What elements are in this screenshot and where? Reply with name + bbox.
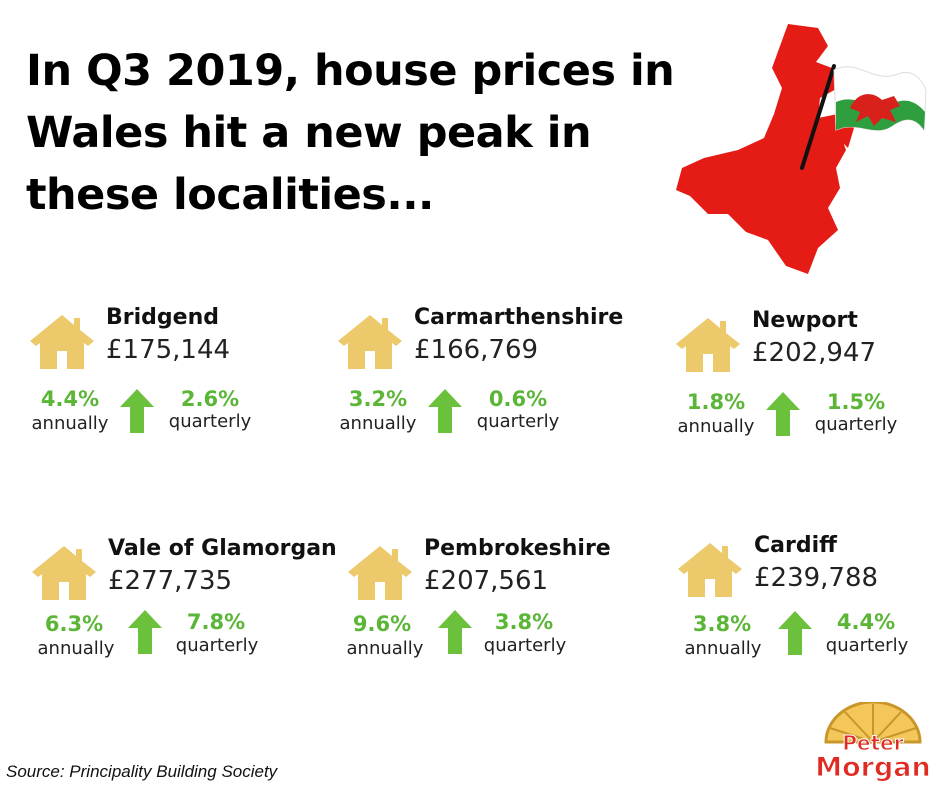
house-icon xyxy=(30,315,94,369)
quarterly-change: 7.8% xyxy=(186,610,246,634)
source-note: Source: Principality Building Society xyxy=(6,762,278,781)
annual-change: 3.2% xyxy=(348,387,408,411)
locality-price: £277,735 xyxy=(108,566,233,596)
locality-card: Pembrokeshire £207,561 9.6% annually 3.8… xyxy=(346,536,646,686)
quarterly-change: 1.5% xyxy=(826,390,886,414)
annual-change: 1.8% xyxy=(686,390,746,414)
arrow-up-icon xyxy=(766,392,800,436)
quarterly-label: quarterly xyxy=(825,635,909,656)
headline: In Q3 2019, house prices in Wales hit a … xyxy=(26,46,675,220)
annual-change: 3.8% xyxy=(692,612,752,636)
annual-label: annually xyxy=(684,638,762,659)
quarterly-change: 3.8% xyxy=(494,610,554,634)
house-icon xyxy=(676,318,740,372)
quarterly-change: 2.6% xyxy=(180,387,240,411)
annual-change: 4.4% xyxy=(40,387,100,411)
locality-price: £207,561 xyxy=(424,566,549,596)
annual-label: annually xyxy=(37,638,115,659)
house-icon xyxy=(678,543,742,597)
quarterly-label: quarterly xyxy=(175,635,259,656)
locality-card: Carmarthenshire £166,769 3.2% annually 0… xyxy=(336,305,636,455)
arrow-up-icon xyxy=(428,389,462,433)
annual-change: 9.6% xyxy=(352,612,412,636)
locality-name: Vale of Glamorgan xyxy=(108,536,337,561)
locality-name: Carmarthenshire xyxy=(414,305,624,330)
annual-label: annually xyxy=(31,413,109,434)
locality-card: Newport £202,947 1.8% annually 1.5% quar… xyxy=(674,308,940,458)
locality-card: Cardiff £239,788 3.8% annually 4.4% quar… xyxy=(676,533,940,683)
logo-text-morgan: Morgan xyxy=(815,752,931,783)
arrow-up-icon xyxy=(128,610,162,654)
locality-card: Bridgend £175,144 4.4% annually 2.6% qua… xyxy=(28,305,328,455)
quarterly-label: quarterly xyxy=(814,414,898,435)
quarterly-label: quarterly xyxy=(483,635,567,656)
quarterly-label: quarterly xyxy=(476,411,560,432)
house-icon xyxy=(32,546,96,600)
house-icon xyxy=(338,315,402,369)
annual-label: annually xyxy=(677,416,755,437)
annual-change: 6.3% xyxy=(44,612,104,636)
arrow-up-icon xyxy=(438,610,472,654)
locality-price: £175,144 xyxy=(106,335,231,365)
locality-name: Cardiff xyxy=(754,533,837,558)
locality-price: £202,947 xyxy=(752,338,877,368)
arrow-up-icon xyxy=(120,389,154,433)
locality-card: Vale of Glamorgan £277,735 6.3% annually… xyxy=(30,536,337,686)
locality-price: £239,788 xyxy=(754,563,879,593)
quarterly-label: quarterly xyxy=(168,411,252,432)
locality-name: Bridgend xyxy=(106,305,219,330)
arrow-up-icon xyxy=(778,611,812,655)
peter-morgan-logo: Peter Morgan xyxy=(815,702,931,784)
quarterly-change: 0.6% xyxy=(488,387,548,411)
annual-label: annually xyxy=(339,413,417,434)
locality-name: Newport xyxy=(752,308,858,333)
locality-name: Pembrokeshire xyxy=(424,536,611,561)
logo-text-peter: Peter xyxy=(842,731,903,755)
house-icon xyxy=(348,546,412,600)
wales-map-icon xyxy=(676,24,927,274)
annual-label: annually xyxy=(346,638,424,659)
quarterly-change: 4.4% xyxy=(836,610,896,634)
locality-price: £166,769 xyxy=(414,335,539,365)
